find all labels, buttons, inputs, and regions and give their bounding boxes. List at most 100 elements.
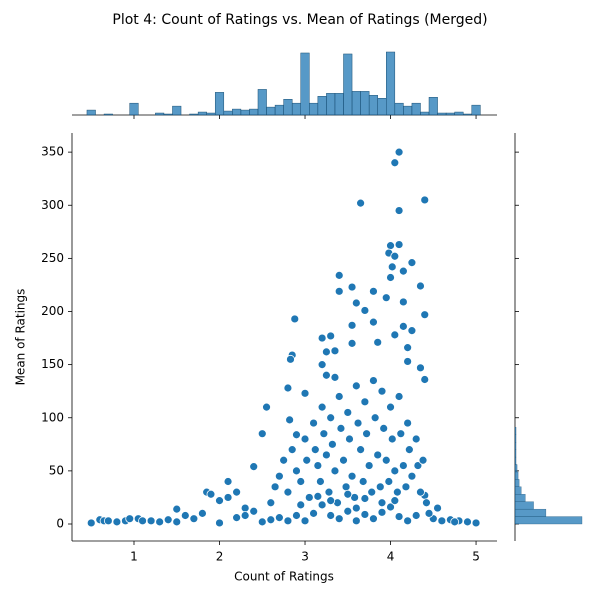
marginal-x-bar: [155, 112, 165, 116]
marginal-y-bar: [514, 471, 519, 480]
marginal-x-bar: [411, 102, 421, 116]
scatter-point: [86, 518, 96, 528]
marginal-y-bar: [514, 486, 522, 495]
scatter-point: [377, 507, 387, 517]
scatter-point: [401, 482, 411, 492]
scatter-point: [396, 429, 406, 439]
scatter-point: [103, 516, 113, 526]
marginal-x-bar: [283, 99, 293, 116]
scatter-point: [377, 498, 387, 508]
scatter-point: [362, 429, 371, 439]
scatter-point: [339, 455, 348, 465]
scatter-point: [394, 147, 404, 157]
y-tick-label: 250: [41, 251, 64, 265]
marginal-x-bar: [471, 104, 481, 116]
scatter-point: [387, 262, 397, 272]
scatter-point: [266, 515, 276, 525]
scatter-point: [283, 487, 293, 497]
scatter-point: [138, 516, 147, 526]
scatter-point: [411, 511, 421, 520]
scatter-point: [341, 482, 351, 492]
scatter-point: [387, 434, 397, 444]
scatter-point: [198, 508, 207, 518]
scatter-point: [322, 370, 331, 380]
scatter-point: [386, 502, 395, 512]
scatter-point: [155, 517, 165, 527]
scatter-point: [390, 158, 400, 168]
marginal-x-bar: [249, 108, 259, 116]
marginal-x-bar: [172, 105, 182, 116]
marginal-y-bar: [514, 456, 517, 465]
marginal-x-bar: [163, 113, 173, 116]
scatter-point: [240, 511, 250, 520]
marginal-x-bar: [232, 108, 242, 116]
scatter-point: [232, 513, 242, 523]
scatter-point: [367, 487, 377, 497]
x-tick-label: 3: [301, 550, 309, 564]
scatter-point: [418, 455, 428, 465]
scatter-point: [386, 273, 395, 282]
scatter-point: [422, 498, 431, 508]
scatter-point: [407, 471, 417, 481]
scatter-point: [274, 513, 284, 523]
scatter-point: [343, 408, 353, 417]
marginal-y-bar: [514, 449, 517, 458]
scatter-point: [375, 482, 385, 492]
scatter-point: [112, 517, 122, 527]
scatter-point: [285, 415, 295, 425]
scatter-point: [390, 251, 400, 261]
scatter-point: [296, 500, 306, 510]
scatter-point: [310, 445, 320, 455]
scatter-point: [172, 504, 182, 514]
scatter-point: [424, 508, 434, 518]
scatter-point: [215, 496, 224, 506]
scatter-point: [286, 354, 295, 364]
scatter-point: [257, 517, 267, 527]
scatter-point: [360, 510, 370, 519]
marginal-x-bar: [223, 110, 233, 116]
marginal-x-bar: [291, 102, 301, 116]
scatter-point: [334, 270, 344, 280]
scatter-point: [364, 461, 374, 470]
marginal-y-bar: [514, 442, 517, 450]
scatter-point: [377, 386, 387, 396]
scatter-point: [360, 306, 370, 315]
scatter-point: [146, 516, 156, 526]
marginal-x-bar: [197, 111, 207, 116]
scatter-point: [334, 392, 344, 401]
scatter-point: [296, 477, 306, 486]
scatter-point: [407, 326, 417, 336]
marginal-y-bar: [514, 501, 534, 510]
scatter-point: [324, 487, 334, 497]
scatter-point: [274, 471, 284, 481]
marginal-x-bar: [428, 97, 438, 116]
marginal-x-bar: [360, 91, 370, 116]
scatter-point: [390, 466, 400, 476]
marginal-x-bar: [420, 111, 430, 116]
scatter-point: [416, 487, 425, 497]
marginal-y-bar: [514, 508, 547, 517]
scatter-point: [257, 429, 267, 439]
scatter-point: [353, 418, 363, 428]
scatter-point: [416, 363, 425, 373]
scatter-point: [279, 455, 289, 465]
marginal-x-bar: [351, 91, 361, 116]
marginal-x-bar: [257, 89, 267, 116]
scatter-point: [394, 206, 404, 215]
scatter-point: [300, 516, 310, 526]
scatter-point: [292, 430, 301, 440]
y-tick-label: 50: [49, 463, 64, 477]
y-tick-label: 150: [41, 357, 64, 371]
scatter-point: [313, 461, 323, 470]
marginal-x-bar: [103, 113, 113, 116]
scatter-point: [223, 493, 233, 502]
scatter-point: [240, 503, 250, 513]
scatter-point: [172, 517, 182, 527]
y-tick-label: 350: [41, 145, 64, 159]
scatter-point: [390, 496, 400, 506]
scatter-point: [360, 494, 370, 503]
scatter-point: [317, 500, 327, 510]
scatter-point: [437, 516, 447, 526]
scatter-point: [379, 423, 389, 433]
